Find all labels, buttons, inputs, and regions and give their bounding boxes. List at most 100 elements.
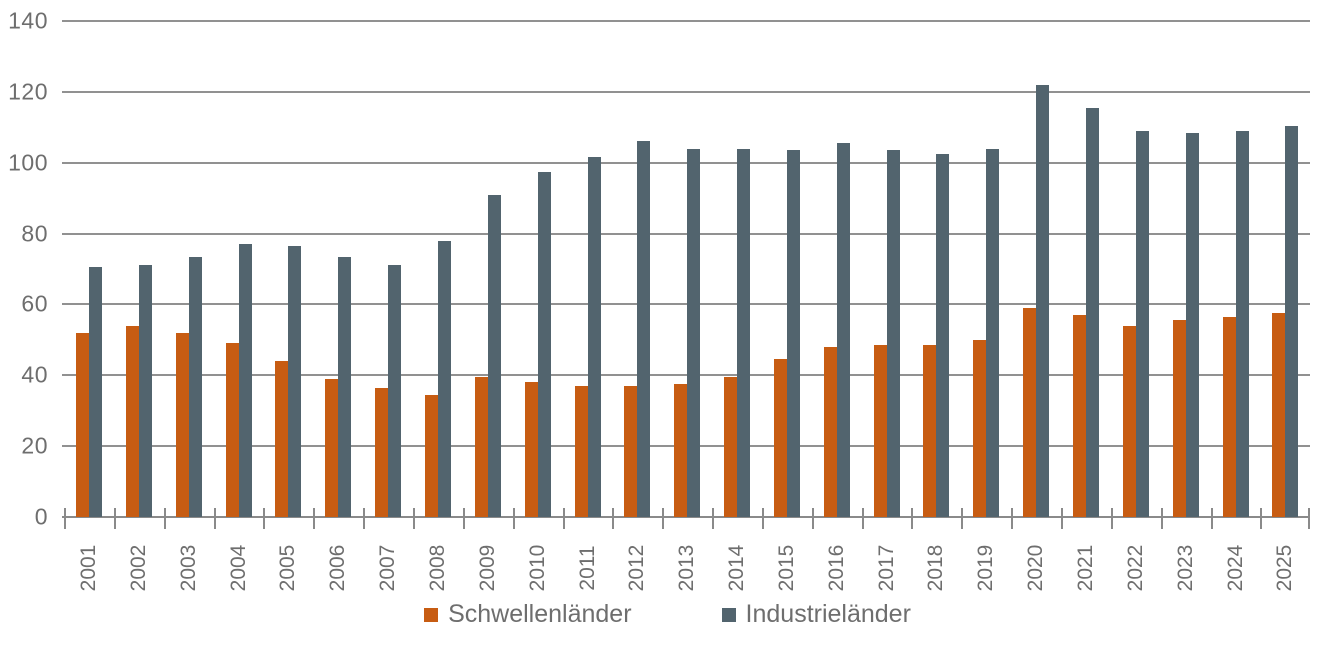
bar-2021-industrielaender — [1086, 107, 1099, 517]
gridline-y-120 — [62, 90, 1310, 93]
x-tick-label-2006: 2006 — [326, 544, 350, 592]
bar-2022-schwellenlaender — [1122, 325, 1136, 517]
bar-2006-industrielaender — [338, 256, 352, 517]
bar-2015-schwellenlaender — [773, 359, 787, 517]
bar-2022-industrielaender — [1135, 130, 1149, 517]
bar-2008-schwellenlaender — [424, 394, 438, 517]
x-tick-mark — [64, 508, 66, 529]
x-tick-label-2003: 2003 — [176, 544, 200, 592]
bar-2006-schwellenlaender — [325, 378, 339, 517]
x-tick-label-2019: 2019 — [974, 544, 998, 592]
y-tick-label: 40 — [21, 361, 48, 388]
y-tick-label: 140 — [8, 7, 48, 34]
bar-2016-schwellenlaender — [823, 346, 837, 517]
bar-2015-industrielaender — [786, 150, 800, 517]
plot-area — [62, 20, 1310, 529]
x-tick-label-2022: 2022 — [1123, 544, 1147, 592]
x-tick-mark — [163, 508, 166, 529]
legend: Schwellenländer Industrieländer — [0, 600, 1335, 629]
bar-2019-industrielaender — [986, 148, 1000, 517]
legend-label-schwellenlaender: Schwellenländer — [448, 600, 632, 628]
x-tick-mark — [213, 508, 216, 529]
x-tick-mark — [1160, 508, 1163, 529]
x-tick-label-2011: 2011 — [575, 545, 599, 591]
bar-2003-industrielaender — [188, 256, 202, 517]
bar-2020-industrielaender — [1036, 84, 1050, 517]
bar-2018-industrielaender — [936, 153, 950, 517]
bar-2007-industrielaender — [388, 265, 402, 517]
bar-2010-schwellenlaender — [524, 382, 538, 517]
x-tick-mark — [1260, 508, 1263, 529]
bar-2005-industrielaender — [288, 245, 302, 517]
bar-2004-industrielaender — [238, 244, 252, 517]
legend-swatch-industrielaender-icon — [721, 607, 736, 622]
bar-2018-schwellenlaender — [923, 345, 937, 517]
x-tick-label-2017: 2017 — [874, 544, 898, 592]
x-tick-label-2020: 2020 — [1024, 544, 1048, 592]
bar-2011-schwellenlaender — [574, 385, 588, 517]
bar-2010-industrielaender — [537, 171, 551, 517]
x-tick-mark — [961, 508, 964, 529]
legend-label-industrielaender: Industrieländer — [745, 600, 911, 628]
gridline-y-140 — [62, 20, 1310, 22]
bar-2024-industrielaender — [1235, 130, 1249, 517]
x-tick-mark — [462, 508, 465, 529]
bar-2001-schwellenlaender — [76, 332, 89, 517]
gridline-y-40 — [62, 374, 1310, 377]
bar-2009-industrielaender — [487, 194, 501, 517]
bar-2017-industrielaender — [886, 150, 900, 517]
x-tick-mark — [263, 508, 266, 529]
bar-2011-industrielaender — [587, 157, 601, 517]
x-tick-label-2023: 2023 — [1173, 544, 1197, 592]
x-tick-mark — [662, 508, 665, 529]
bar-2017-schwellenlaender — [873, 345, 887, 517]
y-tick-label: 120 — [8, 78, 48, 105]
gridline-y-60 — [62, 303, 1310, 306]
x-tick-mark — [313, 508, 316, 529]
bar-2002-schwellenlaender — [125, 325, 139, 517]
y-tick-label: 0 — [34, 503, 48, 530]
x-tick-label-2002: 2002 — [126, 544, 150, 592]
bar-2005-schwellenlaender — [275, 361, 289, 517]
gridline-y-0 — [62, 516, 1310, 518]
x-tick-label-2010: 2010 — [525, 544, 549, 592]
x-tick-mark — [911, 508, 914, 529]
x-tick-mark — [861, 508, 864, 529]
bar-2013-industrielaender — [687, 148, 701, 517]
legend-item-schwellenlaender: Schwellenländer — [424, 600, 632, 629]
bar-2023-industrielaender — [1185, 132, 1199, 517]
bar-2003-schwellenlaender — [175, 332, 189, 517]
bar-2020-schwellenlaender — [1023, 307, 1037, 517]
legend-item-industrielaender: Industrieländer — [721, 600, 911, 629]
bar-2012-industrielaender — [637, 141, 651, 517]
x-tick-mark — [1110, 508, 1113, 529]
x-tick-label-2001: 2001 — [77, 544, 100, 592]
x-tick-mark — [562, 508, 565, 529]
x-tick-mark — [612, 508, 615, 529]
bar-2009-schwellenlaender — [474, 377, 488, 517]
bar-2007-schwellenlaender — [375, 387, 389, 517]
x-tick-label-2025: 2025 — [1273, 544, 1297, 592]
x-tick-label-2016: 2016 — [824, 544, 848, 592]
x-tick-label-2009: 2009 — [475, 544, 499, 592]
bar-2012-schwellenlaender — [624, 385, 638, 517]
x-tick-label-2021: 2021 — [1074, 544, 1097, 592]
x-tick-mark — [761, 508, 764, 529]
bar-2025-industrielaender — [1285, 125, 1299, 517]
x-tick-label-2024: 2024 — [1223, 544, 1247, 592]
x-tick-mark — [1308, 508, 1310, 529]
bar-2008-industrielaender — [437, 240, 451, 517]
y-tick-label: 60 — [21, 290, 48, 317]
x-tick-label-2014: 2014 — [725, 544, 749, 592]
x-tick-label-2008: 2008 — [425, 544, 449, 592]
x-tick-mark — [412, 508, 415, 529]
bar-2014-industrielaender — [737, 148, 751, 517]
gridline-y-80 — [62, 232, 1310, 235]
bar-2023-schwellenlaender — [1172, 320, 1186, 517]
bar-2013-schwellenlaender — [674, 384, 688, 517]
gridline-y-100 — [62, 161, 1310, 164]
x-tick-label-2013: 2013 — [675, 544, 699, 592]
bar-2016-industrielaender — [836, 143, 850, 517]
bar-2014-schwellenlaender — [724, 377, 738, 517]
